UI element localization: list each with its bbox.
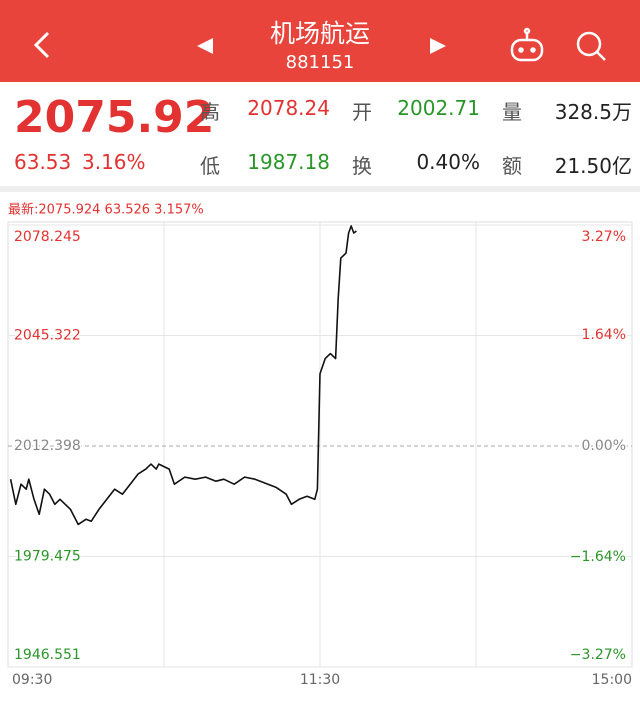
y-tick-label: 1946.551 — [14, 647, 81, 663]
change-pct: 3.16% — [82, 150, 146, 174]
separator — [0, 186, 640, 192]
header: 机场航运 881151 — [0, 0, 640, 82]
x-tick-label: 11:30 — [300, 672, 340, 688]
latest-info: 最新:2075.924 63.526 3.157% — [8, 202, 204, 218]
price: 2075.92 — [14, 92, 215, 143]
stat-value: 21.50亿 — [554, 154, 632, 178]
stat-value: 1987.18 — [247, 150, 330, 174]
stat-label: 低 — [200, 154, 220, 178]
y2-tick-label: 0.00% — [582, 438, 626, 454]
stat-label: 额 — [502, 154, 522, 178]
next-button[interactable] — [430, 38, 446, 54]
change: 63.53 — [14, 150, 72, 174]
stat-label: 开 — [352, 100, 372, 124]
y2-tick-label: 1.64% — [582, 327, 626, 343]
quote-panel: 2075.92 63.53 3.16% 高 2078.24 开 2002.71 … — [0, 82, 640, 186]
stat-label: 换 — [352, 154, 372, 178]
back-button[interactable] — [33, 31, 50, 59]
stat-value: 2078.24 — [247, 96, 330, 120]
x-tick-label: 09:30 — [12, 672, 52, 688]
search-button[interactable] — [576, 31, 606, 61]
y2-tick-label: 3.27% — [582, 229, 626, 245]
header-icons — [33, 27, 606, 62]
y-tick-label: 2045.322 — [14, 327, 81, 343]
y-tick-label: 1979.475 — [14, 548, 81, 564]
stat-value: 328.5万 — [554, 100, 632, 124]
chart: 最新:2075.924 63.526 3.157% 09:30 11:30 15:0… — [0, 186, 640, 688]
y-tick-label: 2078.245 — [14, 229, 81, 245]
y-tick-label: 2012.398 — [14, 438, 81, 454]
y2-tick-label: −1.64% — [570, 549, 626, 565]
price-line — [9, 225, 357, 526]
code: 881151 — [285, 52, 355, 73]
y2-tick-label: −3.27% — [570, 647, 626, 663]
x-tick-label: 15:00 — [592, 672, 632, 688]
stat-value: 0.40% — [416, 150, 480, 174]
title: 机场航运 — [269, 19, 370, 48]
stat-value: 2002.71 — [397, 96, 480, 120]
prev-button[interactable] — [197, 38, 213, 54]
stat-label: 量 — [502, 100, 522, 124]
stat-label: 高 — [200, 100, 220, 124]
robot-button[interactable] — [510, 27, 544, 62]
